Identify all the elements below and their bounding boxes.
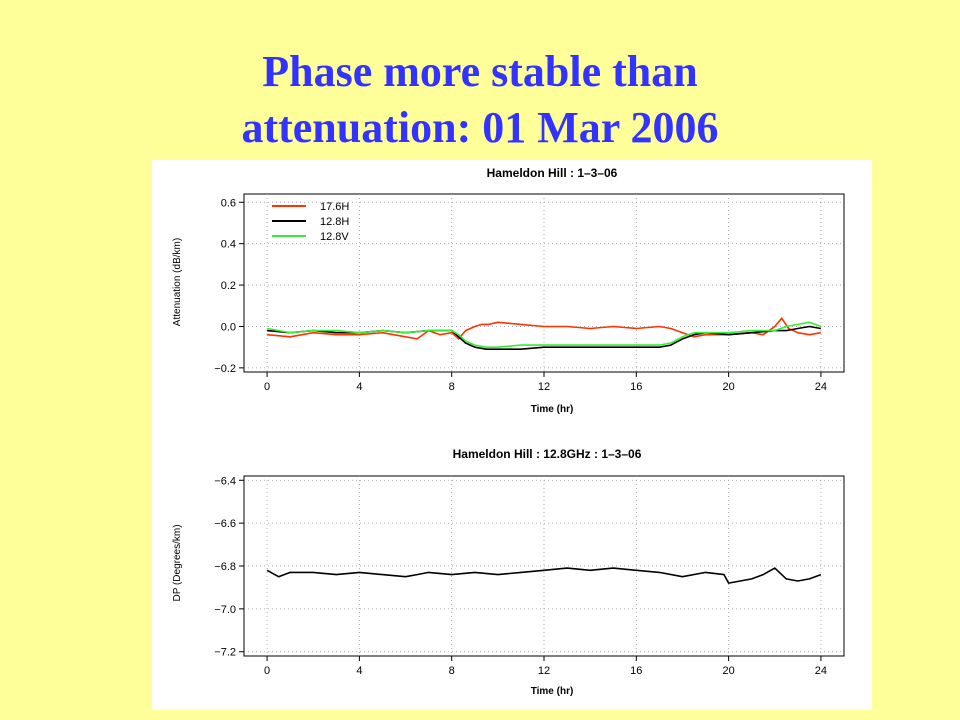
chart-1-xtick-label: 0 bbox=[264, 381, 270, 393]
chart-2-ytick-label: −6.8 bbox=[214, 561, 236, 573]
chart-2-ytick-label: −7.0 bbox=[214, 604, 236, 616]
chart-2-xtick-label: 12 bbox=[538, 665, 550, 677]
chart-1-xtick-label: 4 bbox=[356, 381, 362, 393]
chart-1-xtick-label: 12 bbox=[538, 381, 550, 393]
chart-1-ytick-label: 0.4 bbox=[221, 239, 236, 251]
chart-1-series-line bbox=[266, 321, 822, 348]
chart-1-ytick-label: 0.0 bbox=[221, 321, 236, 333]
chart-2: 0 4 8 12 16 20 24 −7.2 −7.0 −6.8 −6.6 −6.4 bbox=[214, 475, 845, 677]
chart-1-series-line bbox=[267, 317, 822, 340]
chart-2-series-line bbox=[266, 567, 822, 584]
chart-2-ytick-label: −7.2 bbox=[214, 647, 236, 659]
slide-title-line-2: attenuation: 01 Mar 2006 bbox=[241, 103, 719, 152]
chart-1-ylabel: Attenuation (dB/km) bbox=[172, 238, 183, 326]
chart-1-xtick-label: 24 bbox=[815, 381, 827, 393]
chart-1-xlabel: Time (hr) bbox=[531, 404, 574, 415]
slide-title: Phase more stable than attenuation: 01 M… bbox=[0, 44, 960, 156]
chart-2-xtick-label: 16 bbox=[630, 665, 642, 677]
figure-panel: Hameldon Hill : 1–3–06 Time (hr) Attenua… bbox=[152, 160, 872, 710]
chart-1-ytick-label: 0.6 bbox=[221, 197, 236, 209]
chart-2-title: Hameldon Hill : 12.8GHz : 1–3–06 bbox=[453, 447, 642, 461]
chart-1-ytick-label: 0.2 bbox=[221, 280, 236, 292]
chart-1-legend-label: 12.8V bbox=[320, 231, 349, 243]
chart-2-ytick-label: −6.4 bbox=[214, 475, 236, 487]
slide-title-line-1: Phase more stable than bbox=[262, 47, 698, 96]
chart-1-xtick-label: 20 bbox=[722, 381, 734, 393]
chart-2-ylabel: DP (Degrees/km) bbox=[172, 524, 183, 601]
chart-2-xtick-label: 4 bbox=[356, 665, 362, 677]
chart-2-xlabel: Time (hr) bbox=[531, 686, 574, 697]
chart-2-xtick-label: 8 bbox=[449, 665, 455, 677]
chart-1-xtick-label: 16 bbox=[630, 381, 642, 393]
chart-1-legend-label: 17.6H bbox=[320, 201, 349, 213]
chart-1-legend-label: 12.8H bbox=[320, 216, 349, 228]
chart-2-ytick-label: −6.6 bbox=[214, 518, 236, 530]
charts-figure: Hameldon Hill : 1–3–06 Time (hr) Attenua… bbox=[172, 166, 845, 697]
chart-2-xtick-label: 0 bbox=[264, 665, 270, 677]
chart-1: 0 4 8 12 16 20 24 −0.2 0.0 0.2 0.4 0.6 17.6H 12.8H 12.… bbox=[214, 193, 845, 393]
chart-1-xtick-label: 8 bbox=[449, 381, 455, 393]
chart-2-xtick-label: 24 bbox=[815, 665, 827, 677]
chart-1-ytick-label: −0.2 bbox=[214, 363, 236, 375]
chart-1-title: Hameldon Hill : 1–3–06 bbox=[487, 166, 618, 180]
chart-2-xtick-label: 20 bbox=[722, 665, 734, 677]
